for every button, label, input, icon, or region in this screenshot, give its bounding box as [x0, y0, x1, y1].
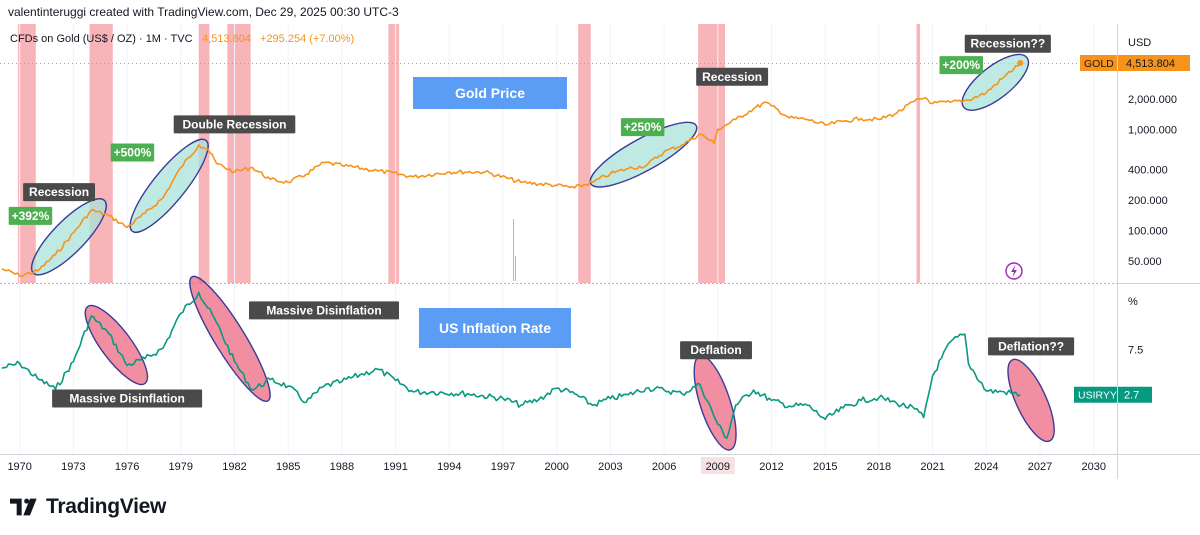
x-tick-label: 1994 [437, 461, 461, 473]
gold-price-line [1, 62, 1021, 278]
x-tick-label: 2009 [706, 461, 730, 473]
annotation-text: +200% [942, 58, 980, 72]
recession-band [698, 24, 725, 283]
gold-title: Gold Price [455, 85, 525, 101]
y-tick-label: 50.000 [1128, 256, 1162, 268]
tradingview-brand[interactable]: TradingView [10, 495, 166, 519]
x-tick-label: 1982 [222, 461, 246, 473]
event-label: Deflation?? [988, 337, 1075, 356]
inflation-title: US Inflation Rate [439, 320, 551, 336]
gold-title-box [413, 77, 567, 109]
gold-last-point [1017, 60, 1024, 67]
annotation-text: +500% [114, 146, 152, 160]
y-tick-label: 400.000 [1128, 165, 1168, 177]
annotation-text: Deflation?? [998, 339, 1064, 353]
svg-text:GOLD: GOLD [1084, 58, 1114, 70]
last-price: 4,513.804 [202, 33, 251, 45]
svg-text:USIRYY: USIRYY [1078, 390, 1117, 402]
y-tick-label: 1,000.000 [1128, 124, 1177, 136]
x-tick-label: 1997 [491, 461, 515, 473]
recession-band [89, 24, 113, 283]
x-tick-label: 1991 [383, 461, 407, 473]
ellipse-infl-1979-83[interactable] [179, 269, 281, 409]
event-label: Recession [696, 67, 769, 86]
volume-spike [513, 219, 514, 281]
annotation-text: Double Recession [182, 117, 286, 131]
event-label: Massive Disinflation [52, 389, 203, 408]
recession-band [388, 24, 400, 283]
x-tick-label: 2000 [544, 461, 568, 473]
annotation-text: +392% [12, 209, 50, 223]
x-tick-label: 2024 [974, 461, 998, 473]
event-label: Deflation [680, 341, 752, 360]
x-tick-label: 2021 [920, 461, 944, 473]
y-tick-label: 200.000 [1128, 195, 1168, 207]
price-change: +295.254 (+7.00%) [260, 33, 354, 45]
event-label: Recession [23, 183, 96, 202]
chart-area[interactable]: CFDs on Gold (US$ / OZ) · 1M · TVC 4,513… [0, 24, 1200, 479]
recession-band [17, 24, 36, 283]
x-tick-label: 2006 [652, 461, 676, 473]
x-tick-label: 1985 [276, 461, 300, 473]
svg-text:4,513.804: 4,513.804 [1126, 58, 1175, 70]
y-tick-label: 100.000 [1128, 226, 1168, 238]
volume-spike [515, 256, 516, 281]
symbol-info: CFDs on Gold (US$ / OZ) · 1M · TVC [10, 33, 193, 45]
x-tick-label: 1979 [169, 461, 193, 473]
y-tick-label: 7.5 [1128, 344, 1143, 356]
tradingview-logo-icon [10, 498, 37, 516]
gain-label: +392% [8, 206, 53, 225]
x-tick-label: 1970 [7, 461, 31, 473]
x-tick-label: 1976 [115, 461, 139, 473]
x-tick-label: 1973 [61, 461, 85, 473]
annotation-text: +250% [624, 120, 662, 134]
y-tick-label: 2,000.000 [1128, 94, 1177, 106]
recession-band [916, 24, 921, 283]
x-tick-highlight [700, 457, 735, 474]
annotation-text: Recession [29, 185, 89, 199]
gain-label: +500% [110, 143, 155, 162]
ellipse-infl-2025-27[interactable] [999, 354, 1063, 448]
event-label: Recession?? [964, 34, 1051, 53]
event-label: Double Recession [173, 115, 296, 134]
tradingview-wordmark: TradingView [46, 495, 167, 518]
event-label: Massive Disinflation [249, 301, 400, 320]
inflation-value-tag: USIRYY 2.7 [1074, 386, 1152, 403]
percent-label: % [1128, 296, 1138, 308]
chart-credit: valentinteruggi created with TradingView… [8, 5, 399, 19]
gold-price-tag: GOLD 4,513.804 [1080, 55, 1190, 71]
currency-label: USD [1128, 37, 1151, 49]
gain-label: +200% [939, 56, 984, 75]
flash-icon[interactable] [1005, 262, 1023, 280]
recession-band [578, 24, 591, 283]
annotation-text: Massive Disinflation [266, 303, 381, 317]
x-tick-label: 2012 [759, 461, 783, 473]
inflation-title-box [419, 308, 571, 348]
x-tick-label: 2030 [1081, 461, 1105, 473]
annotation-text: Recession?? [970, 37, 1045, 51]
x-tick-label: 1988 [330, 461, 354, 473]
gain-label: +250% [620, 118, 665, 137]
x-tick-label: 2015 [813, 461, 837, 473]
recession-band [227, 24, 251, 283]
chart-svg[interactable]: CFDs on Gold (US$ / OZ) · 1M · TVC 4,513… [0, 24, 1200, 479]
annotation-text: Deflation [690, 343, 741, 357]
x-tick-label: 2027 [1028, 461, 1052, 473]
svg-text:2.7: 2.7 [1124, 390, 1139, 402]
inflation-rate-line [1, 291, 1021, 440]
annotation-text: Recession [702, 70, 762, 84]
annotation-text: Massive Disinflation [69, 392, 184, 406]
x-tick-label: 2018 [867, 461, 891, 473]
x-tick-label: 2003 [598, 461, 622, 473]
